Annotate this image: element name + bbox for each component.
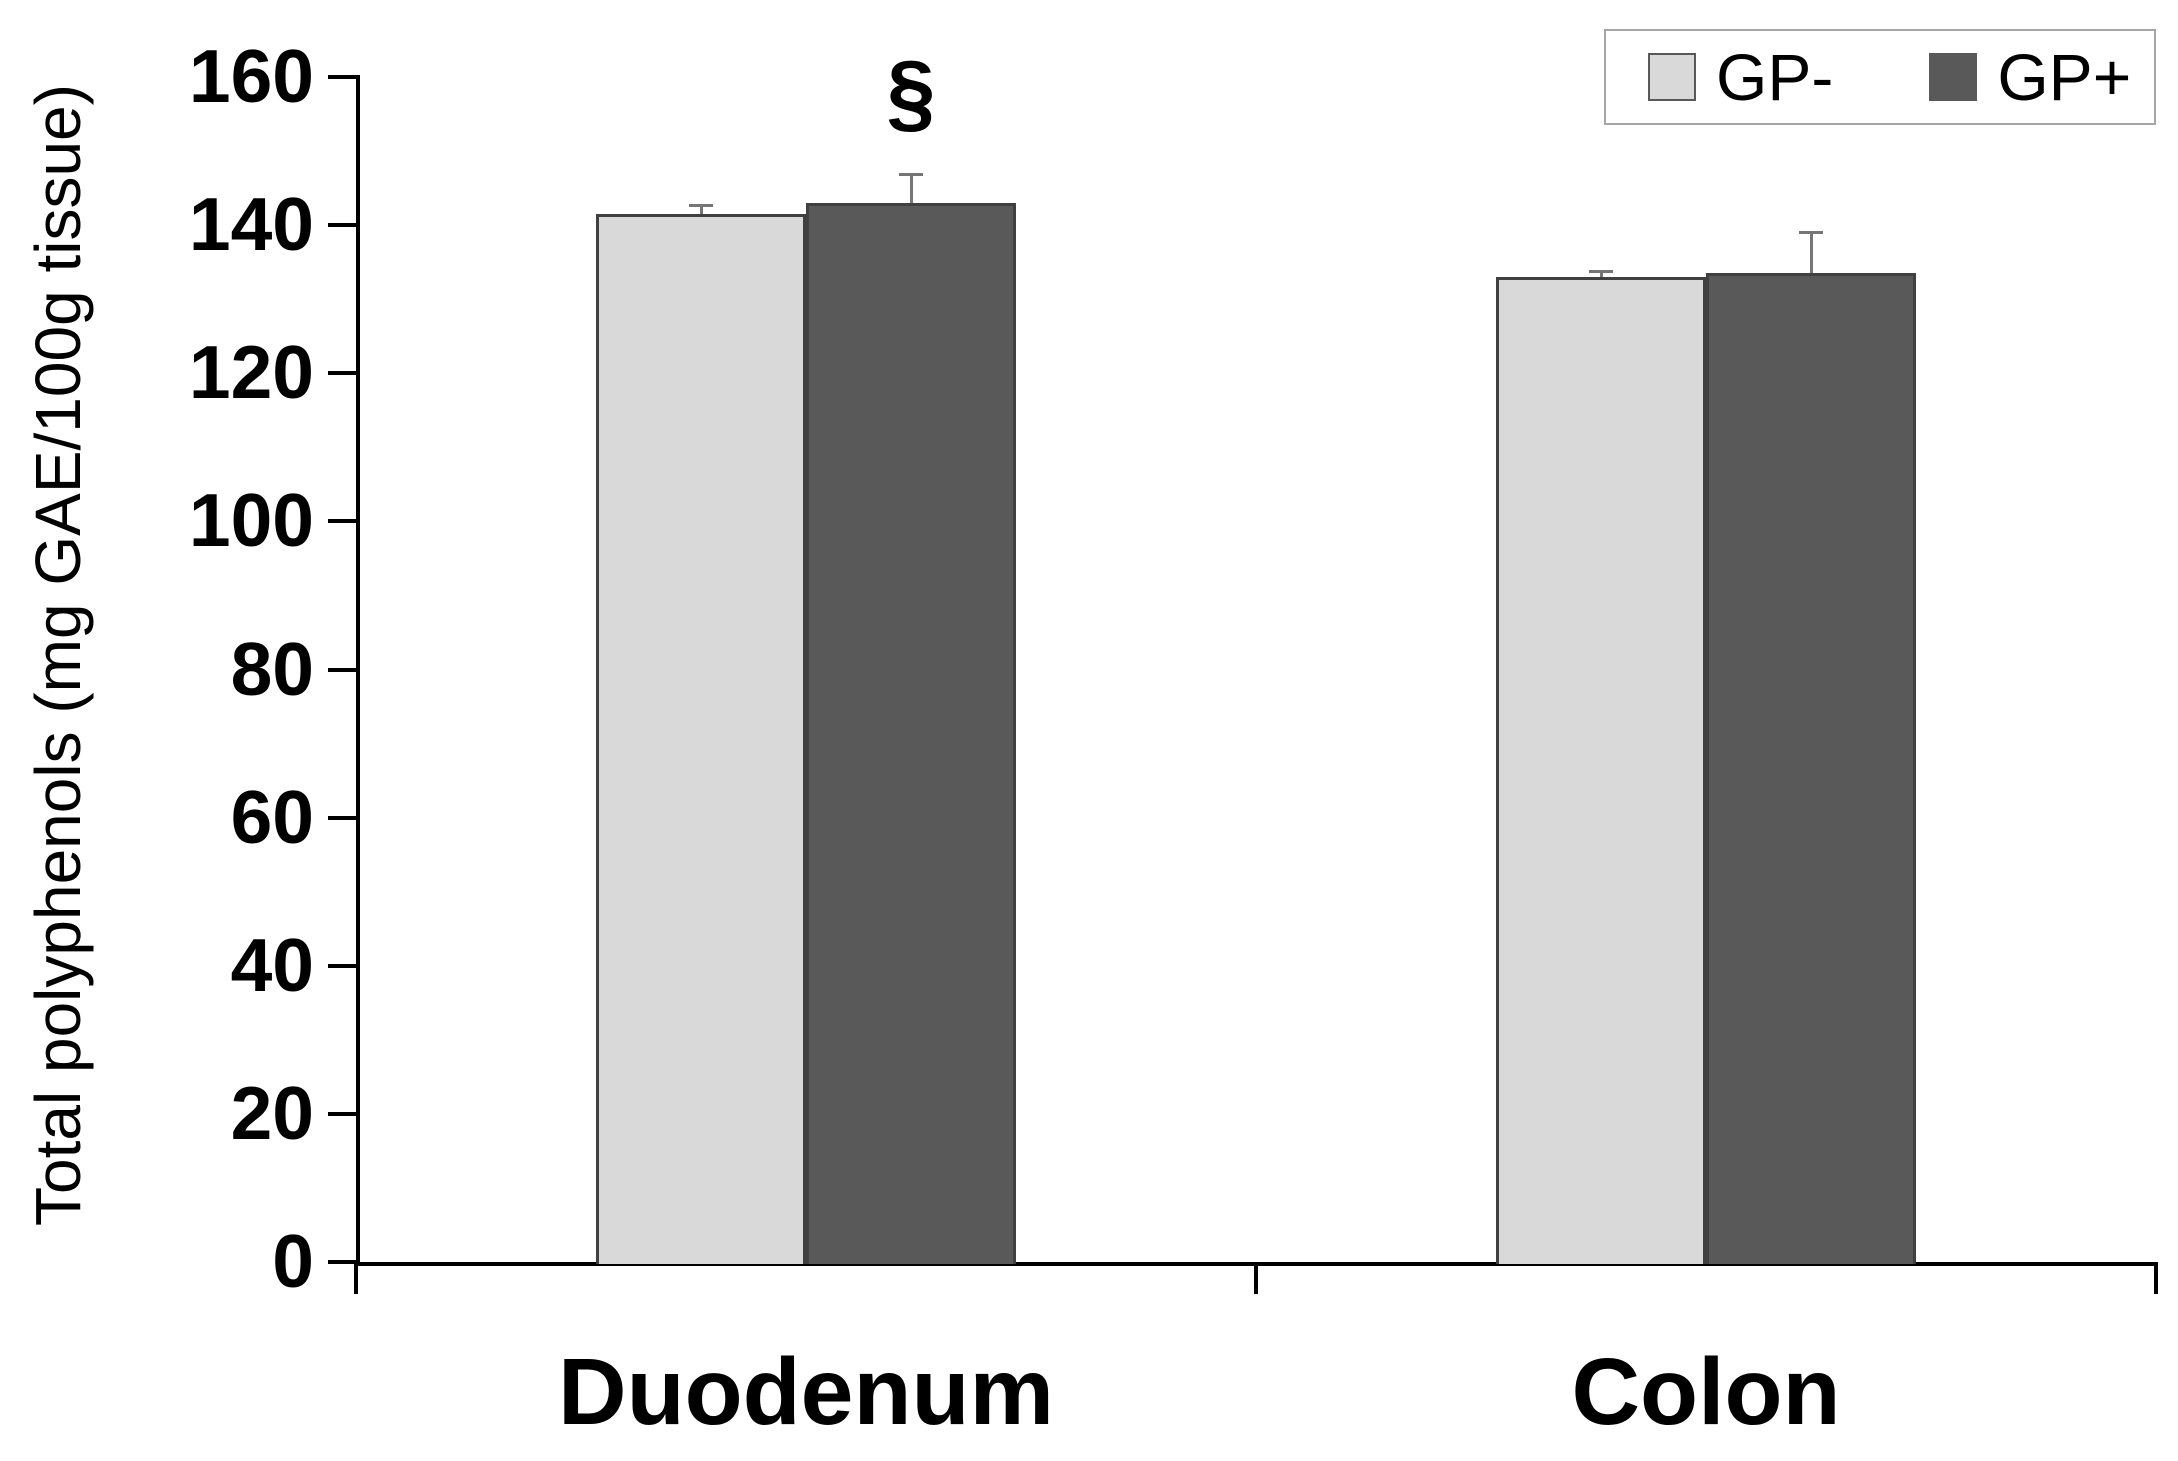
error-bar-stem [1599,269,1603,277]
category-label-duodenum: Duodenum [557,1339,1055,1445]
y-tick-mark-100 [328,519,356,524]
y-tick-mark-0 [328,1260,356,1264]
error-bar-cap [1799,231,1823,235]
y-tick-label-120: 120 [188,330,314,415]
y-tick-label-80: 80 [230,626,314,711]
error-bar-cap [899,173,923,177]
error-bar-stem [1809,231,1813,274]
bar-gp-plus-colon [1706,273,1916,1264]
legend-swatch-gp-plus [1929,53,1978,101]
y-axis-line [356,75,360,1266]
x-tick-mark-0 [354,1262,358,1294]
bar-gp-plus-duodenum [806,202,1016,1264]
y-tick-mark-140 [328,223,356,228]
y-tick-label-40: 40 [230,922,314,1007]
error-bar-gp-minus-colon [1589,269,1613,277]
y-tick-label-160: 160 [188,34,314,118]
error-bar-cap [1589,269,1613,273]
significance-annotation: § [886,42,936,142]
error-bar-stem [699,203,703,214]
legend-label-gp-plus: GP+ [1997,40,2132,114]
error-bar-gp-minus-duodenum [689,203,713,214]
y-tick-label-20: 20 [230,1070,314,1155]
y-tick-mark-160 [328,75,356,79]
legend: GP- GP+ [1604,29,2156,125]
x-tick-mark-2 [2154,1262,2158,1294]
y-tick-label-140: 140 [188,182,314,267]
x-tick-mark-1 [1254,1262,1258,1294]
error-bar-gp-plus-colon [1799,231,1823,274]
y-tick-mark-20 [328,1111,356,1116]
y-tick-label-100: 100 [188,478,314,563]
y-tick-mark-120 [328,371,356,376]
y-tick-mark-40 [328,963,356,968]
bar-gp-minus-colon [1496,276,1706,1264]
error-bar-gp-plus-duodenum [899,173,923,203]
error-bar-cap [689,203,713,207]
category-label-colon: Colon [1571,1339,1841,1445]
y-tick-mark-80 [328,667,356,672]
legend-swatch-gp-minus [1648,53,1696,101]
y-tick-mark-60 [328,815,356,820]
legend-label-gp-minus: GP- [1716,40,1834,114]
bar-gp-minus-duodenum [596,214,806,1264]
y-tick-label-0: 0 [272,1219,314,1303]
error-bar-stem [909,173,913,203]
y-tick-label-60: 60 [230,774,314,859]
